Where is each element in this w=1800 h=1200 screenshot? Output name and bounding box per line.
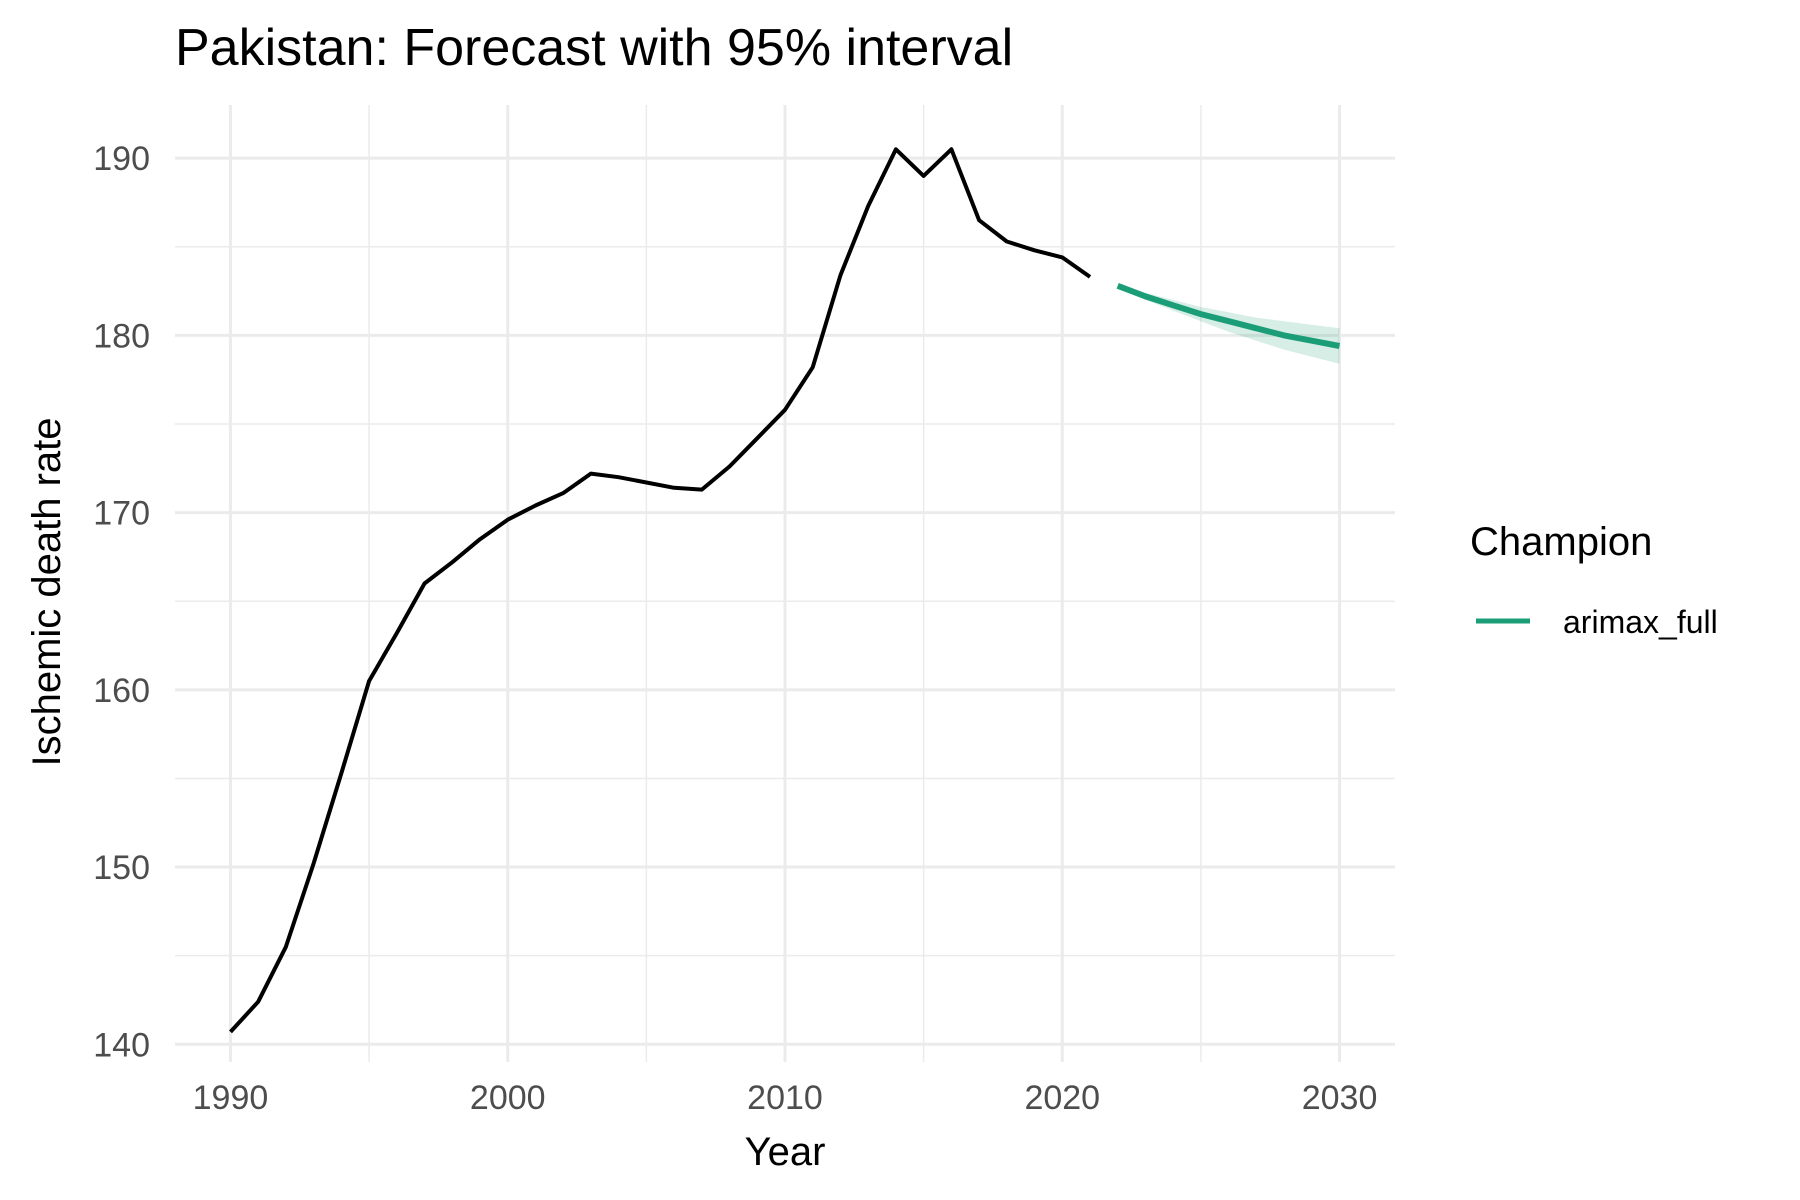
- forecast-line: [1116, 282, 1341, 349]
- legend-title: Champion: [1470, 520, 1652, 564]
- x-tick-label: 2030: [1302, 1079, 1378, 1117]
- y-tick-label: 150: [93, 849, 150, 887]
- x-axis-ticks: 1990 2000 2010 2020 2030: [193, 1079, 1378, 1117]
- chart-title: Pakistan: Forecast with 95% interval: [175, 19, 1013, 77]
- legend-label-arimax-full: arimax_full: [1563, 604, 1718, 640]
- x-tick-label: 2010: [747, 1079, 823, 1117]
- x-tick-label: 2020: [1024, 1079, 1100, 1117]
- y-tick-label: 180: [93, 317, 150, 355]
- grid: [175, 105, 1395, 1062]
- y-axis-ticks: 140 150 160 170 180 190: [93, 140, 150, 1064]
- series-lines: [229, 147, 1341, 1034]
- y-tick-label: 140: [93, 1026, 150, 1064]
- x-tick-label: 2000: [470, 1079, 546, 1117]
- y-tick-label: 190: [93, 140, 150, 178]
- y-tick-label: 170: [93, 495, 150, 533]
- history-line: [229, 147, 1092, 1034]
- x-axis-title: Year: [745, 1130, 826, 1174]
- x-tick-label: 1990: [193, 1079, 269, 1117]
- legend: Champion arimax_full: [1470, 520, 1718, 640]
- y-tick-label: 160: [93, 672, 150, 710]
- y-axis-title: Ischemic death rate: [25, 417, 69, 766]
